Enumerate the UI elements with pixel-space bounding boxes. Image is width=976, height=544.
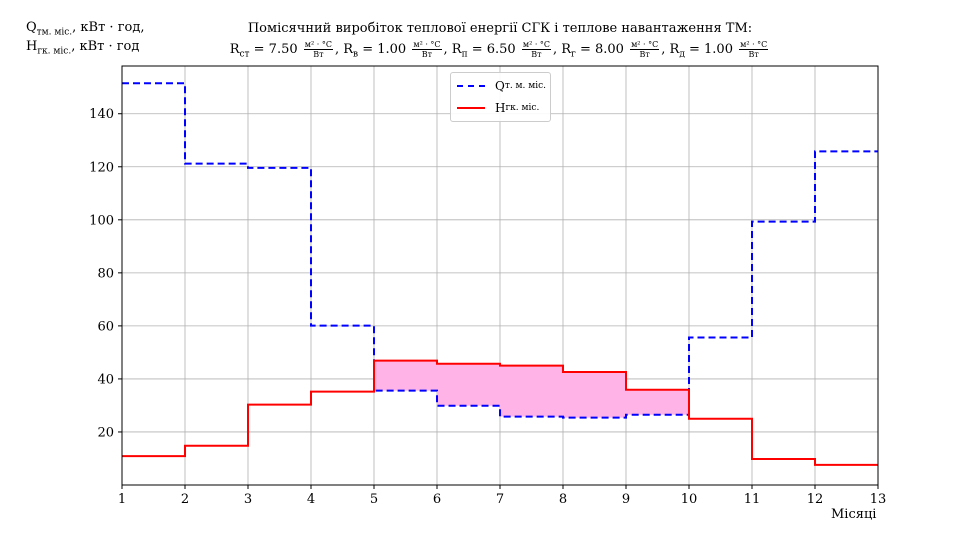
- y-tick-label: 140: [89, 107, 114, 122]
- fill-segment: [374, 360, 437, 391]
- x-tick-label: 13: [870, 492, 887, 507]
- legend-swatch-h: [457, 107, 485, 109]
- x-tick-label: 6: [433, 492, 441, 507]
- series-q-line: [122, 82, 878, 419]
- x-tick-label: 4: [307, 492, 315, 507]
- fill-segment: [626, 389, 689, 415]
- param-в: Rв = 1.00 м² · °С Вт: [343, 40, 442, 60]
- series-lines: [122, 82, 878, 466]
- y-tick-label: 100: [89, 213, 114, 228]
- param-г: Rг = 8.00 м² · °С Вт: [561, 40, 660, 60]
- fill-segment: [437, 363, 500, 406]
- x-tick-label: 10: [681, 492, 698, 507]
- fill-region: [374, 360, 689, 418]
- x-axis-label: Місяці: [831, 507, 877, 522]
- param-д: Rд = 1.00 м² · °С Вт: [669, 40, 769, 60]
- x-tick-label: 12: [807, 492, 824, 507]
- y-tick-label: 120: [89, 160, 114, 175]
- x-tick-label: 5: [370, 492, 378, 507]
- x-tick-label: 2: [181, 492, 189, 507]
- chart-subtitle-params: Rст = 7.50 м² · °С Вт, Rв = 1.00 м² · °С В…: [0, 40, 976, 60]
- chart-title: Помісячний виробіток теплової енергії СГ…: [247, 21, 753, 36]
- x-tick-label: 1: [118, 492, 126, 507]
- x-tick-label: 11: [744, 492, 761, 507]
- x-tick-label: 9: [622, 492, 630, 507]
- grid-lines: [121, 66, 879, 485]
- y-axis-label-line2: Hгк. міс., кВт · год: [26, 39, 140, 57]
- y-tick-label: 60: [97, 319, 114, 334]
- param-ст: Rст = 7.50 м² · °С Вт: [229, 40, 333, 60]
- series-h-line: [122, 359, 878, 466]
- y-tick-label: 20: [97, 425, 114, 440]
- x-tick-label: 8: [559, 492, 567, 507]
- param-п: Rп = 6.50 м² · °С Вт: [451, 40, 552, 60]
- y-tick-label: 40: [97, 372, 114, 387]
- fill-segment: [500, 365, 563, 417]
- y-tick-label: 80: [97, 266, 114, 281]
- y-axis-label-line1: Qтм. міс., кВт · год,: [26, 20, 145, 38]
- fill-segment: [563, 372, 626, 418]
- x-tick-label: 3: [244, 492, 252, 507]
- legend-swatch-q: [457, 85, 485, 87]
- x-tick-label: 7: [496, 492, 504, 507]
